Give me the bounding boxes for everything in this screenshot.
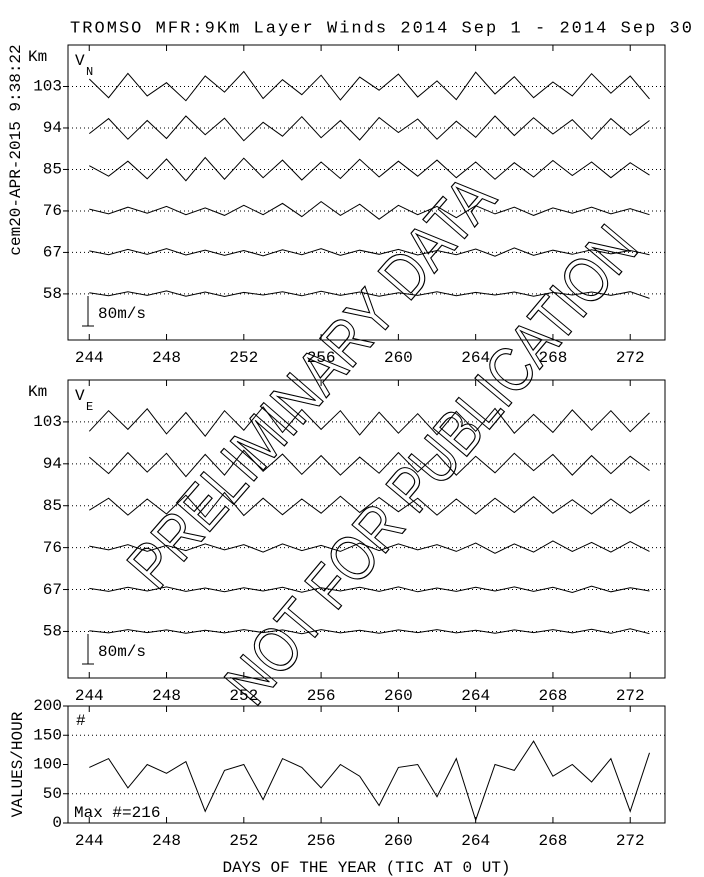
marker-label: #: [76, 712, 86, 730]
timestamp: cem20-APR-2015 9:38:22: [7, 44, 25, 255]
count-line: [89, 740, 650, 822]
x-tick-label: 272: [616, 349, 645, 367]
x-tick-label: 268: [539, 349, 568, 367]
y-tick-label: 50: [43, 785, 62, 803]
wind-trace: [89, 290, 650, 299]
y-tick-label: 103: [33, 78, 62, 96]
x-tick-label: 264: [461, 687, 490, 705]
x-tick-label: 244: [75, 832, 104, 850]
y-tick-label: 58: [43, 285, 62, 303]
y-tick-label: 85: [43, 161, 62, 179]
y-tick-label: 100: [33, 756, 62, 774]
x-tick-label: 244: [75, 349, 104, 367]
y-axis-label: VALUES/HOUR: [9, 711, 27, 817]
y-tick-label: 76: [43, 202, 62, 220]
annotation: Max #=216: [74, 804, 160, 822]
x-tick-label: 264: [461, 349, 490, 367]
y-tick-label: 94: [43, 455, 62, 473]
x-axis-label: DAYS OF THE YEAR (TIC AT 0 UT): [222, 859, 510, 877]
wind-trace: [88, 406, 650, 438]
wind-trace: [89, 247, 650, 257]
wind-trace: [88, 449, 650, 478]
x-tick-label: 256: [307, 832, 336, 850]
x-tick-label: 252: [229, 349, 258, 367]
x-tick-label: 248: [152, 349, 181, 367]
y-tick-label: 67: [43, 244, 62, 262]
y-axis-label: Km: [28, 48, 47, 66]
y-tick-label: 85: [43, 497, 62, 515]
x-tick-label: 268: [539, 687, 568, 705]
y-tick-label: 150: [33, 726, 62, 744]
chart-title: TROMSO MFR:9Km Layer Winds 2014 Sep 1 - …: [70, 19, 692, 38]
scale-bar-label: 80m/s: [98, 305, 146, 323]
x-tick-label: 248: [152, 832, 181, 850]
y-tick-label: 58: [43, 623, 62, 641]
x-tick-label: 272: [616, 832, 645, 850]
component-subscript: N: [86, 65, 93, 79]
x-tick-label: 244: [75, 687, 104, 705]
x-tick-label: 272: [616, 687, 645, 705]
wind-trace: [89, 200, 650, 220]
x-tick-label: 260: [384, 832, 413, 850]
plot-frame: [67, 44, 666, 341]
wind-trace: [89, 585, 650, 594]
y-tick-label: 103: [33, 413, 62, 431]
x-tick-label: 260: [384, 349, 413, 367]
plot-frame: [67, 379, 666, 679]
x-tick-label: 248: [152, 687, 181, 705]
x-tick-label: 252: [229, 832, 258, 850]
y-tick-label: 76: [43, 539, 62, 557]
watermark: PRELIMINARY DATA: [113, 162, 509, 602]
x-tick-label: 252: [229, 687, 258, 705]
y-tick-label: 67: [43, 581, 62, 599]
x-tick-label: 268: [539, 832, 568, 850]
y-axis-label: Km: [28, 383, 47, 401]
x-tick-label: 260: [384, 687, 413, 705]
y-tick-label: 94: [43, 119, 62, 137]
wind-trace: [89, 628, 650, 635]
wind-trace: [89, 156, 650, 182]
y-tick-label: 200: [33, 697, 62, 715]
component-subscript: E: [86, 400, 93, 414]
wind-trace: [89, 491, 650, 518]
component-label: V: [75, 387, 85, 405]
x-tick-label: 264: [461, 832, 490, 850]
wind-trace: [89, 540, 650, 554]
x-tick-label: 256: [307, 349, 336, 367]
wind-trace: [88, 115, 650, 142]
wind-trace: [88, 70, 650, 102]
y-tick-label: 0: [52, 814, 62, 832]
x-tick-label: 256: [307, 687, 336, 705]
component-label: V: [75, 52, 85, 70]
scale-bar-label: 80m/s: [98, 643, 146, 661]
